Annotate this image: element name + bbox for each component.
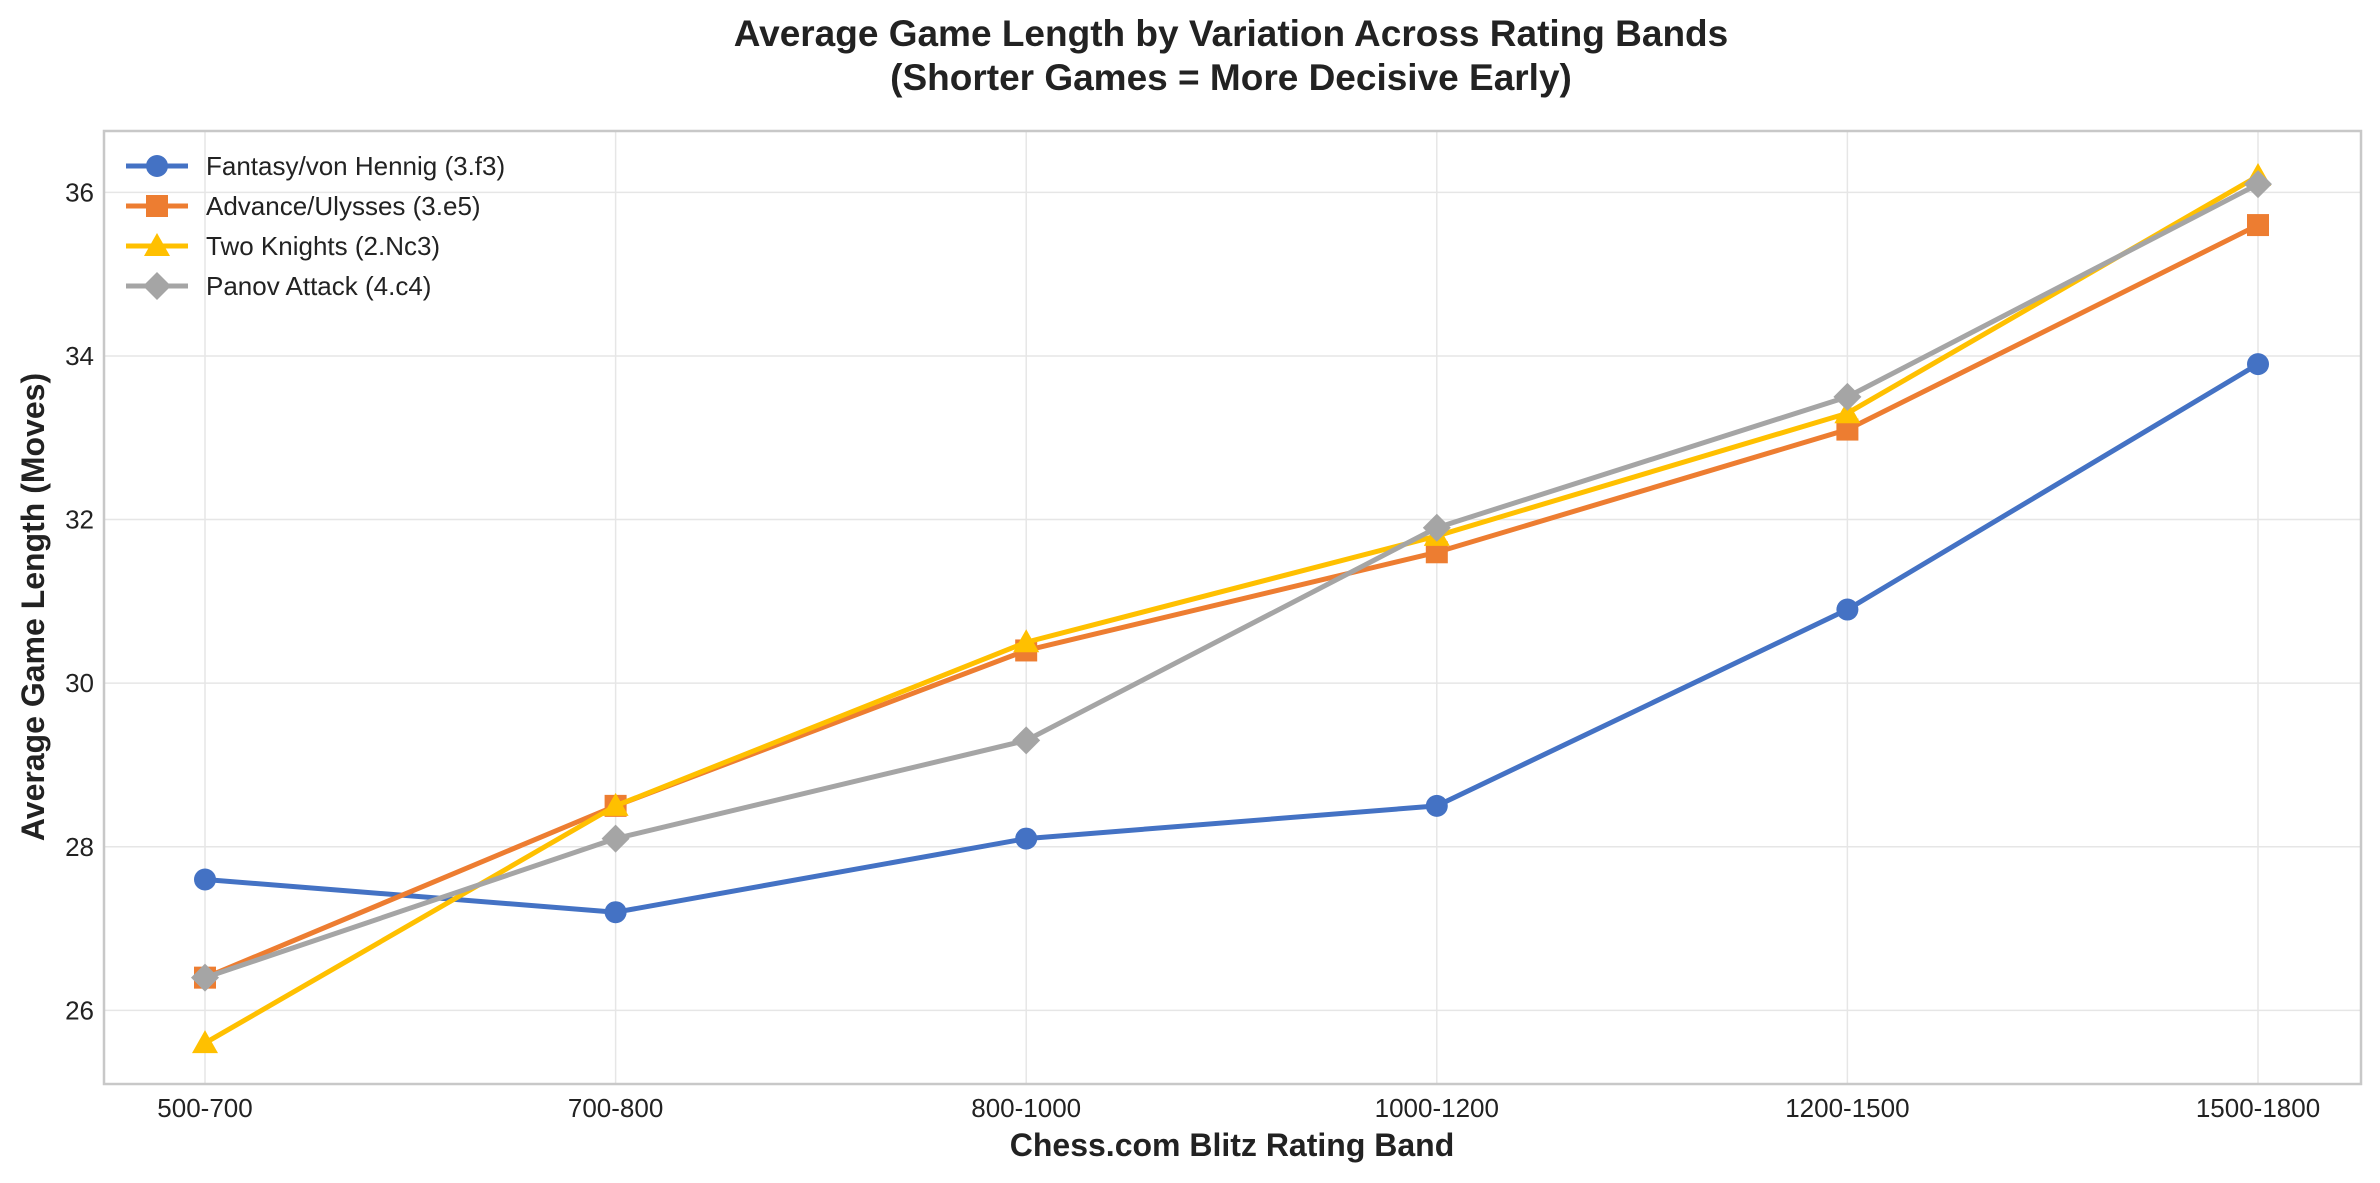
x-tick-label: 700-800 — [568, 1093, 663, 1123]
legend-marker — [143, 272, 171, 300]
legend-label: Panov Attack (4.c4) — [206, 271, 431, 301]
data-point-advance-ulysses-3-e5 — [1425, 541, 1448, 564]
series-line-two-knights-2-nc3 — [202, 173, 2261, 1046]
data-point-panov-attack-4-c4 — [2244, 170, 2272, 199]
y-tick-label: 34 — [65, 341, 94, 371]
data-point-advance-ulysses-3-e5 — [2247, 214, 2269, 237]
data-point-two-knights-2-nc3 — [192, 1030, 218, 1054]
y-tick-label: 30 — [65, 668, 94, 698]
legend-marker — [146, 155, 168, 177]
y-axis-ticks: 26 28 30 32 34 36 — [65, 177, 94, 1025]
legend-label: Fantasy/von Hennig (3.f3) — [206, 151, 505, 181]
x-tick-label: 1500-1800 — [2196, 1093, 2320, 1123]
series-panov-attack-4-c4 — [191, 170, 2272, 992]
y-tick-label: 26 — [65, 995, 94, 1025]
series-line-panov-attack-4-c4 — [202, 181, 2261, 981]
data-point-two-knights-2-nc3 — [602, 792, 629, 816]
chart-subtitle: (Shorter Games = More Decisive Early) — [890, 57, 1572, 98]
data-point-fantasy-von-hennig-3-f3 — [2247, 353, 2269, 376]
data-point-two-knights-2-nc3 — [1834, 400, 1861, 424]
legend-item-fantasy-von-hennig-3-f3: Fantasy/von Hennig (3.f3) — [126, 151, 505, 181]
y-tick-label: 32 — [65, 505, 94, 535]
x-tick-label: 1000-1200 — [1375, 1093, 1499, 1123]
x-axis-ticks: 500-700 700-800 800-1000 1000-1200 1200-1500… — [157, 1093, 2320, 1123]
y-tick-label: 28 — [65, 832, 94, 862]
data-point-fantasy-von-hennig-3-f3 — [1015, 827, 1038, 850]
series-fantasy-von-hennig-3-f3 — [194, 353, 2269, 924]
data-point-two-knights-2-nc3 — [1013, 629, 1040, 653]
legend-marker — [146, 195, 168, 217]
series-layer — [191, 162, 2272, 1054]
chart-title: Average Game Length by Variation Across … — [734, 13, 1728, 54]
y-axis-label: Average Game Length (Moves) — [15, 373, 51, 841]
x-tick-label: 1200-1500 — [1785, 1093, 1909, 1123]
legend-item-panov-attack-4-c4: Panov Attack (4.c4) — [126, 271, 431, 301]
x-tick-label: 500-700 — [157, 1093, 252, 1123]
grid-lines — [104, 131, 2361, 1084]
legend: Fantasy/von Hennig (3.f3) Advance/Ulysses… — [126, 151, 505, 301]
data-point-fantasy-von-hennig-3-f3 — [604, 901, 627, 924]
data-point-panov-attack-4-c4 — [601, 824, 630, 853]
x-tick-label: 800-1000 — [971, 1093, 1081, 1123]
data-point-panov-attack-4-c4 — [1012, 726, 1041, 755]
data-point-fantasy-von-hennig-3-f3 — [1425, 794, 1448, 817]
data-point-advance-ulysses-3-e5 — [1836, 418, 1859, 441]
data-point-fantasy-von-hennig-3-f3 — [1836, 598, 1859, 621]
series-line-fantasy-von-hennig-3-f3 — [202, 361, 2261, 915]
data-point-fantasy-von-hennig-3-f3 — [194, 868, 216, 891]
legend-marker — [144, 233, 170, 256]
legend-label: Two Knights (2.Nc3) — [206, 231, 440, 261]
y-tick-label: 36 — [65, 177, 94, 207]
data-point-panov-attack-4-c4 — [1833, 382, 1862, 411]
series-two-knights-2-nc3 — [192, 162, 2271, 1054]
plot-area-frame — [102, 129, 2363, 1086]
data-point-panov-attack-4-c4 — [1422, 513, 1451, 542]
x-axis-label: Chess.com Blitz Rating Band — [1010, 1127, 1455, 1163]
legend-item-two-knights-2-nc3: Two Knights (2.Nc3) — [126, 231, 440, 261]
legend-item-advance-ulysses-3-e5: Advance/Ulysses (3.e5) — [126, 191, 481, 221]
legend-label: Advance/Ulysses (3.e5) — [206, 191, 481, 221]
data-point-panov-attack-4-c4 — [191, 963, 219, 992]
series-line-advance-ulysses-3-e5 — [202, 222, 2261, 981]
